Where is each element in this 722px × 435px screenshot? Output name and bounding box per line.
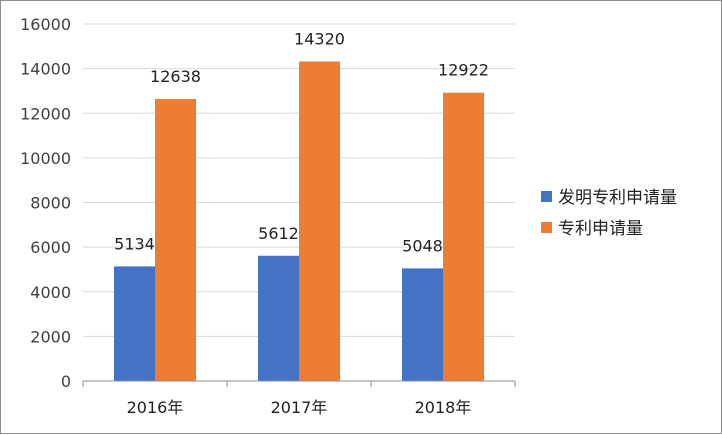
data-label: 12922 — [438, 61, 489, 80]
data-label: 5048 — [402, 236, 443, 255]
y-tick-label: 14000 — [20, 60, 71, 79]
legend-label: 专利申请量 — [558, 219, 643, 239]
bar-invention-patent — [114, 266, 155, 381]
x-category-label: 2016年 — [127, 398, 184, 417]
y-axis-tick-labels: 0 2000 4000 6000 8000 10000 12000 14000 16000 — [20, 15, 71, 391]
bar-patent — [299, 61, 340, 382]
bar-patent — [443, 92, 484, 382]
legend-swatch — [541, 222, 552, 233]
x-axis — [82, 380, 516, 387]
legend-label: 发明专利申请量 — [558, 188, 677, 208]
y-tick-label: 0 — [61, 372, 71, 391]
x-category-label: 2018年 — [415, 398, 472, 417]
y-tick-label: 16000 — [20, 15, 71, 34]
bars — [114, 61, 484, 382]
y-tick-label: 10000 — [20, 149, 71, 168]
y-tick-label: 8000 — [30, 194, 71, 213]
bar-invention-patent — [402, 268, 443, 381]
x-axis-category-labels: 2016年 2017年 2018年 — [127, 398, 472, 417]
bar-invention-patent — [258, 255, 299, 381]
bar-patent — [155, 99, 196, 382]
data-label: 14320 — [294, 29, 345, 48]
data-label: 5134 — [114, 234, 155, 253]
y-tick-label: 12000 — [20, 104, 71, 123]
y-tick-label: 6000 — [30, 238, 71, 257]
data-label: 12638 — [150, 67, 201, 86]
data-labels: 5134 12638 5612 14320 5048 12922 — [114, 29, 489, 255]
x-category-label: 2017年 — [271, 398, 328, 417]
legend-swatch — [541, 191, 552, 202]
y-tick-label: 4000 — [30, 283, 71, 302]
data-label: 5612 — [258, 224, 299, 243]
y-tick-label: 2000 — [30, 327, 71, 346]
